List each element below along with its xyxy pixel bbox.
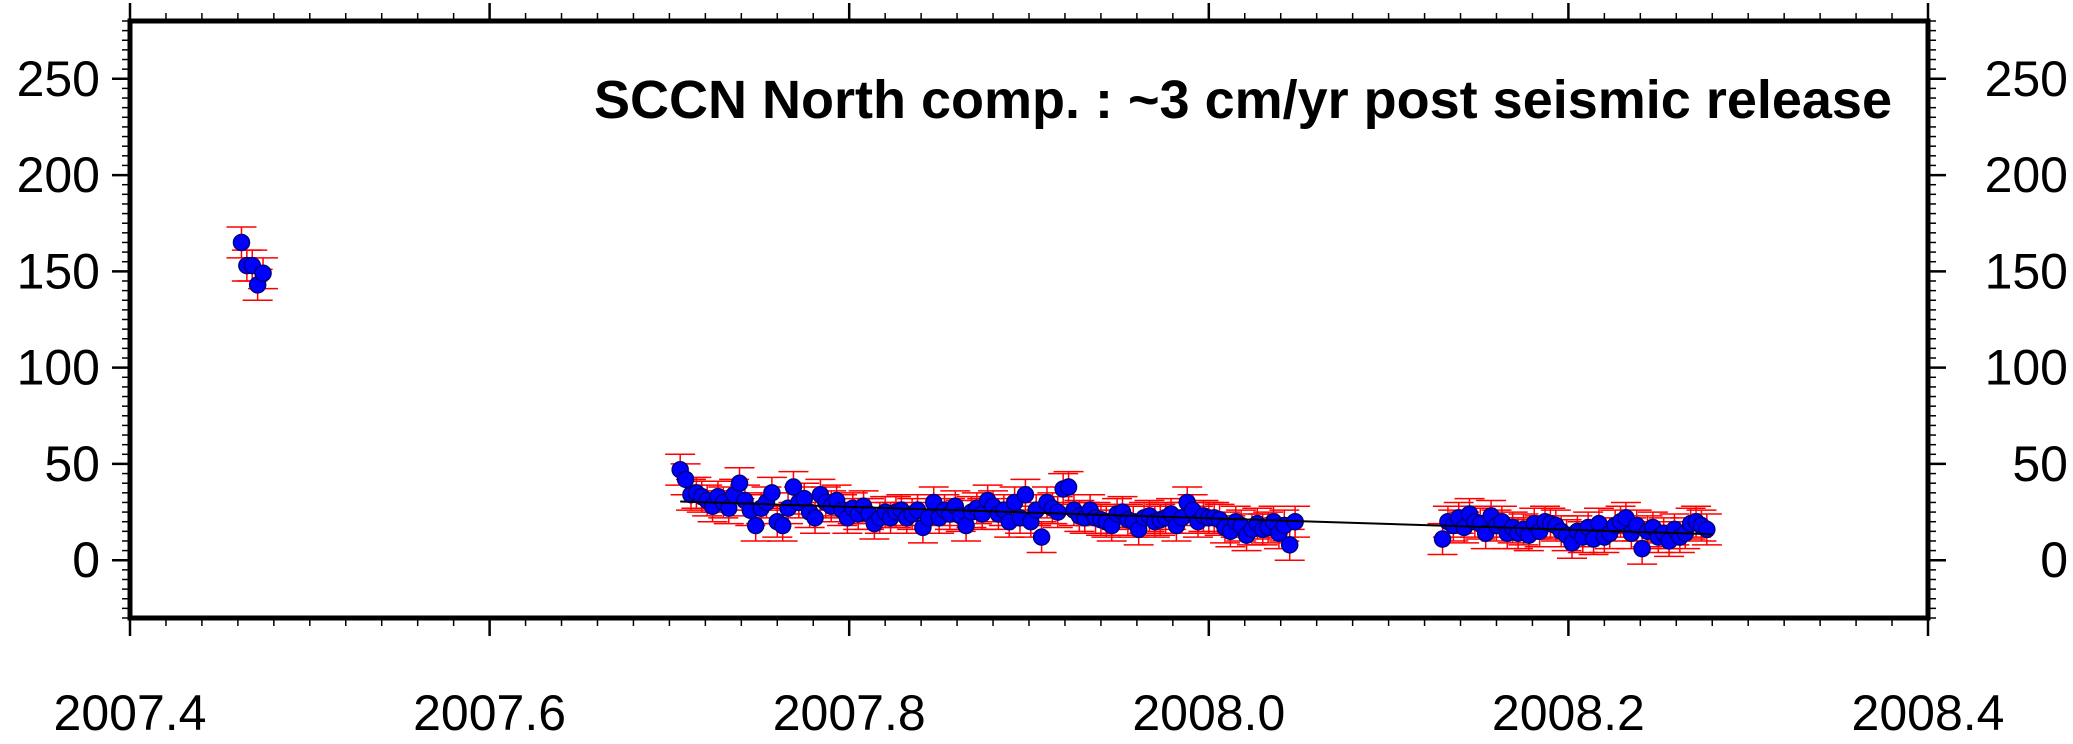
y-tick-label-left: 100 bbox=[17, 340, 100, 396]
trend-line bbox=[680, 500, 1713, 536]
axis-tick-labels: 2007.4 2007.6 2007.8 2008.0 2008.2 2008.4 0 0 50… bbox=[17, 51, 2068, 741]
y-tick-label-right: 100 bbox=[1985, 340, 2068, 396]
data-point bbox=[730, 474, 749, 492]
plot-frame bbox=[127, 18, 1931, 621]
chart-title: SCCN North comp. : ~3 cm/yr post seismic… bbox=[594, 70, 1892, 130]
data-point bbox=[1016, 485, 1035, 504]
data-point bbox=[763, 484, 781, 502]
data-point bbox=[1433, 530, 1452, 548]
y-tick-label-right: 0 bbox=[2040, 532, 2068, 588]
data-point bbox=[1280, 536, 1299, 554]
y-tick-label-right: 50 bbox=[2012, 436, 2068, 492]
y-tick-label-right: 150 bbox=[1985, 243, 2068, 299]
x-tick-label: 2008.2 bbox=[1492, 685, 1645, 741]
plot-area bbox=[226, 226, 1722, 565]
data-point bbox=[1059, 478, 1078, 496]
x-tick-label: 2007.8 bbox=[773, 685, 926, 741]
y-tick-label-right: 200 bbox=[1985, 147, 2068, 203]
x-tick-label: 2008.4 bbox=[1852, 685, 2005, 741]
data-point bbox=[1032, 528, 1051, 546]
data-points bbox=[232, 233, 1716, 558]
data-point bbox=[806, 509, 824, 527]
x-tick-label: 2007.6 bbox=[413, 685, 566, 741]
data-point bbox=[1049, 503, 1067, 521]
data-point bbox=[254, 264, 272, 283]
data-point bbox=[773, 516, 792, 535]
data-point bbox=[676, 470, 695, 489]
x-tick-label: 2007.4 bbox=[54, 685, 207, 741]
data-point bbox=[232, 233, 251, 252]
y-tick-label-left: 250 bbox=[17, 51, 100, 107]
y-tick-label-left: 50 bbox=[44, 436, 100, 492]
y-tick-label-left: 0 bbox=[72, 532, 100, 588]
y-tick-label-left: 150 bbox=[17, 243, 100, 299]
data-point bbox=[746, 516, 765, 535]
data-point bbox=[1633, 539, 1651, 558]
y-tick-label-left: 200 bbox=[17, 147, 100, 203]
y-tick-label-right: 250 bbox=[1985, 51, 2068, 107]
x-tick-label: 2008.0 bbox=[1132, 685, 1285, 741]
data-point bbox=[784, 478, 803, 496]
